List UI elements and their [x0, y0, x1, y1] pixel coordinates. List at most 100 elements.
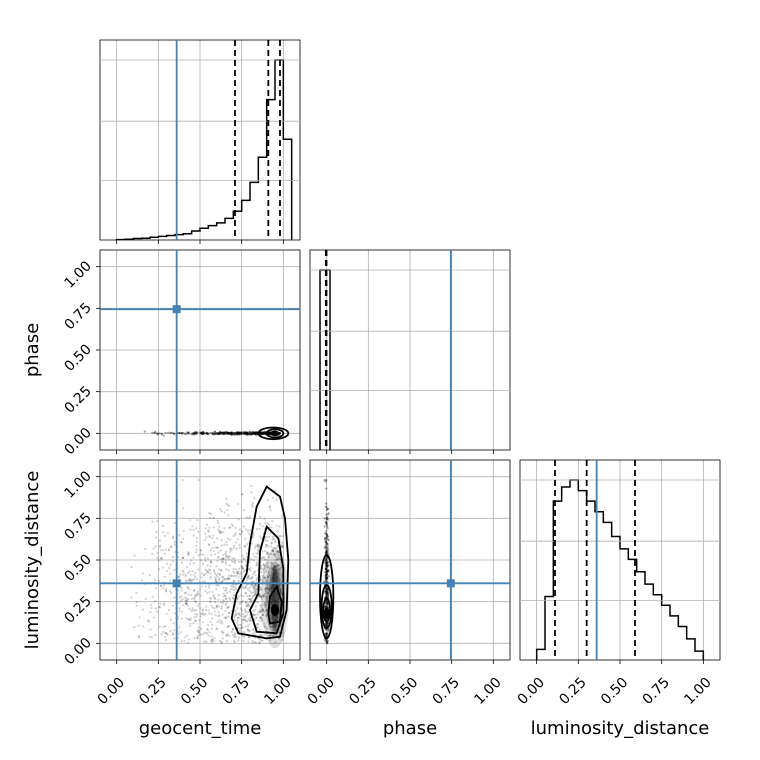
sample-point — [205, 605, 208, 608]
sample-point — [205, 432, 208, 435]
sample-point — [233, 579, 236, 583]
sample-point — [247, 432, 250, 436]
sample-point — [266, 539, 269, 542]
sample-point — [261, 432, 264, 436]
sample-point — [160, 557, 163, 560]
sample-point — [325, 573, 329, 576]
sample-point — [148, 574, 152, 577]
sample-point — [242, 432, 245, 435]
sample-point — [325, 600, 329, 604]
sample-point — [254, 432, 257, 435]
sample-point — [218, 432, 221, 435]
sample-point — [265, 580, 268, 583]
sample-point — [269, 432, 272, 435]
sample-point — [267, 561, 270, 564]
sample-point — [251, 432, 254, 435]
sample-point — [192, 561, 196, 565]
sample-point — [248, 532, 251, 535]
sample-point — [206, 571, 209, 574]
sample-point — [213, 572, 217, 575]
sample-point — [208, 535, 212, 538]
sample-point — [206, 591, 209, 595]
sample-point — [187, 618, 191, 621]
sample-point — [258, 594, 261, 597]
sample-point — [160, 558, 163, 561]
sample-point — [261, 431, 264, 435]
sample-point — [325, 592, 328, 595]
sample-point — [204, 527, 208, 530]
sample-point — [224, 594, 227, 598]
sample-point — [323, 538, 326, 541]
x-tick-label-luminosity_distance-3: 0.75 — [640, 675, 673, 708]
sample-point — [326, 513, 329, 516]
sample-point — [160, 549, 163, 552]
sample-point — [242, 615, 245, 619]
sample-point — [230, 431, 233, 435]
sample-point — [211, 432, 214, 436]
sample-point — [209, 512, 212, 516]
sample-point — [263, 567, 266, 570]
sample-point — [211, 638, 214, 641]
sample-point — [277, 568, 281, 571]
sample-point — [225, 586, 228, 590]
sample-point — [268, 589, 271, 592]
sample-point — [326, 507, 329, 510]
sample-point — [237, 579, 240, 583]
sample-point — [193, 431, 197, 435]
sample-point — [215, 432, 218, 435]
sample-point — [235, 432, 238, 435]
sample-point — [239, 626, 242, 629]
sample-point — [324, 532, 327, 535]
sample-point — [325, 576, 328, 579]
sample-point — [266, 591, 269, 594]
sample-point — [199, 594, 202, 597]
sample-point — [180, 586, 183, 589]
sample-point — [201, 430, 205, 434]
sample-point — [262, 432, 265, 435]
sample-point — [186, 604, 189, 607]
sample-point — [207, 530, 210, 533]
sample-point — [200, 431, 204, 434]
sample-point — [235, 568, 238, 571]
sample-point — [228, 598, 232, 601]
sample-point — [195, 544, 198, 547]
sample-point — [232, 579, 235, 583]
sample-point — [214, 580, 217, 583]
sample-point — [256, 622, 259, 626]
sample-point — [215, 606, 218, 609]
sample-point — [179, 573, 182, 576]
sample-point — [255, 641, 258, 644]
sample-point — [242, 525, 246, 528]
sample-point — [241, 432, 244, 435]
sample-point — [324, 578, 327, 581]
sample-point — [223, 577, 227, 581]
sample-point — [256, 626, 259, 629]
sample-point — [269, 617, 273, 620]
sample-point — [268, 535, 271, 539]
sample-point — [244, 601, 247, 604]
sample-point — [325, 577, 328, 580]
sample-point — [229, 433, 233, 436]
sample-point — [269, 625, 272, 629]
sample-point — [280, 541, 284, 544]
sample-point — [267, 588, 270, 591]
sample-point — [326, 544, 329, 547]
sample-point — [208, 590, 211, 593]
sample-point — [180, 541, 183, 544]
sample-point — [215, 565, 218, 568]
sample-point — [199, 627, 203, 630]
sample-point — [249, 569, 252, 572]
sample-point — [172, 432, 176, 435]
histogram-geocent_time — [100, 40, 300, 240]
sample-point — [252, 533, 255, 536]
sample-point — [325, 595, 328, 598]
sample-point — [261, 556, 265, 559]
sample-point — [247, 432, 250, 435]
sample-point — [240, 594, 243, 597]
sample-point — [219, 432, 222, 435]
sample-point — [248, 623, 251, 626]
sample-point — [272, 594, 275, 597]
sample-point — [173, 596, 176, 599]
sample-point — [326, 566, 329, 569]
